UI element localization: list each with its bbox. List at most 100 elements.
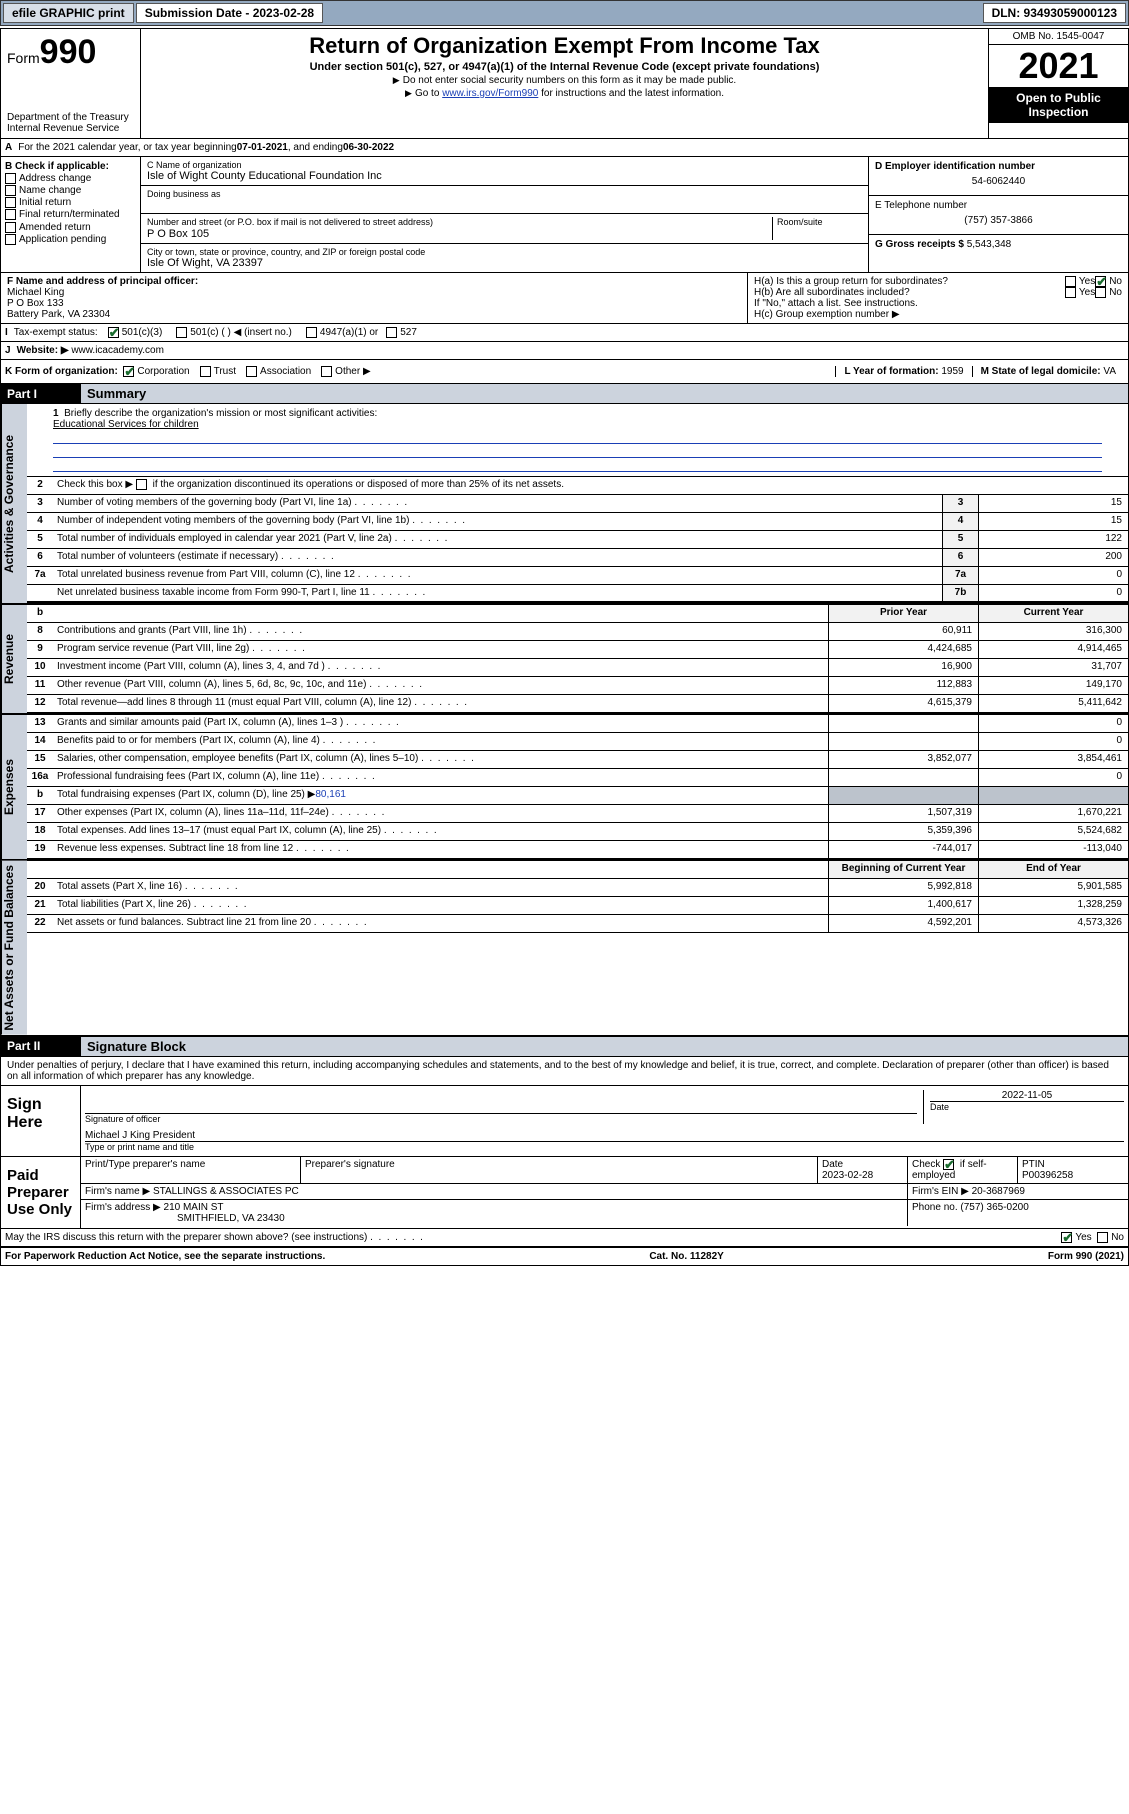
row-num: 16a xyxy=(27,769,53,786)
line2-checkbox[interactable] xyxy=(136,479,147,490)
cb-other[interactable] xyxy=(321,366,332,377)
ha-no-checkbox[interactable] xyxy=(1095,276,1106,287)
row-current: 0 xyxy=(978,715,1128,732)
cb-association[interactable] xyxy=(246,366,257,377)
officer-name: Michael King xyxy=(7,287,741,298)
row-text: Net assets or fund balances. Subtract li… xyxy=(53,915,828,932)
row-current: 5,901,585 xyxy=(978,879,1128,896)
row-value: 15 xyxy=(978,513,1128,530)
row-prior xyxy=(828,769,978,786)
row-text: Grants and similar amounts paid (Part IX… xyxy=(53,715,828,732)
line-a-mid: , and ending xyxy=(288,142,343,153)
line-a-end: 06-30-2022 xyxy=(343,142,394,153)
section-c: C Name of organization Isle of Wight Cou… xyxy=(141,157,868,272)
row-num: 10 xyxy=(27,659,53,676)
expenses-section: Expenses 13 Grants and similar amounts p… xyxy=(1,715,1128,861)
gov-row: 4 Number of independent voting members o… xyxy=(27,513,1128,531)
line-a-pre: For the 2021 calendar year, or tax year … xyxy=(18,142,236,153)
discuss-no-checkbox[interactable] xyxy=(1097,1232,1108,1243)
line16b-current-gray xyxy=(978,787,1128,804)
opt-initial-return: Initial return xyxy=(19,197,71,208)
cb-trust[interactable] xyxy=(200,366,211,377)
ha-yes-checkbox[interactable] xyxy=(1065,276,1076,287)
hb-yes-checkbox[interactable] xyxy=(1065,287,1076,298)
hb-no-checkbox[interactable] xyxy=(1095,287,1106,298)
line2-post: if the organization discontinued its ope… xyxy=(153,479,564,490)
row-box: 7a xyxy=(942,567,978,584)
note-goto-pre: Go to xyxy=(415,88,442,99)
row-text: Total number of individuals employed in … xyxy=(53,531,942,548)
row-current: 0 xyxy=(978,769,1128,786)
row-current: 4,573,326 xyxy=(978,915,1128,932)
line16b-num: b xyxy=(27,787,53,804)
year-formation-value: 1959 xyxy=(941,366,963,377)
row-prior: 60,911 xyxy=(828,623,978,640)
cb-527[interactable] xyxy=(386,327,397,338)
mission-text: Educational Services for children xyxy=(53,419,199,430)
opt-corporation: Corporation xyxy=(137,366,189,377)
sig-officer-label: Signature of officer xyxy=(85,1114,917,1124)
row-text: Other revenue (Part VIII, column (A), li… xyxy=(53,677,828,694)
data-row: 20 Total assets (Part X, line 16) 5,992,… xyxy=(27,879,1128,897)
row-text: Revenue less expenses. Subtract line 18 … xyxy=(53,841,828,858)
line16b-value: 80,161 xyxy=(315,789,346,800)
form-number: 990 xyxy=(40,33,97,71)
prep-self-emp-checkbox[interactable] xyxy=(943,1159,954,1170)
cb-501c[interactable] xyxy=(176,327,187,338)
form-990-container: Form990 Department of the Treasury Inter… xyxy=(0,28,1129,1266)
line-2: 2 Check this box ▶ if the organization d… xyxy=(27,477,1128,495)
cb-501c3[interactable] xyxy=(108,327,119,338)
row-text: Other expenses (Part IX, column (A), lin… xyxy=(53,805,828,822)
row-text: Total assets (Part X, line 16) xyxy=(53,879,828,896)
city-value: Isle Of Wight, VA 23397 xyxy=(147,257,862,269)
row-num: 8 xyxy=(27,623,53,640)
irs-link[interactable]: www.irs.gov/Form990 xyxy=(442,88,538,99)
efile-button[interactable]: efile GRAPHIC print xyxy=(3,3,134,23)
footer-form-pre: Form xyxy=(1048,1251,1076,1262)
row-box: 7b xyxy=(942,585,978,601)
checkbox-amended[interactable] xyxy=(5,222,16,233)
opt-4947: 4947(a)(1) or xyxy=(320,327,378,338)
row-text: Benefits paid to or for members (Part IX… xyxy=(53,733,828,750)
tax-status-label: Tax-exempt status: xyxy=(14,327,98,338)
row-prior xyxy=(828,715,978,732)
data-row: 8 Contributions and grants (Part VIII, l… xyxy=(27,623,1128,641)
firm-name-label: Firm's name ▶ xyxy=(85,1186,150,1197)
officer-printed-label: Type or print name and title xyxy=(85,1142,1124,1152)
row-box: 3 xyxy=(942,495,978,512)
row-num: 20 xyxy=(27,879,53,896)
row-current: -113,040 xyxy=(978,841,1128,858)
sig-date-value: 2022-11-05 xyxy=(930,1090,1124,1101)
cb-corporation[interactable] xyxy=(123,366,134,377)
checkbox-initial-return[interactable] xyxy=(5,197,16,208)
discuss-yes-label: Yes xyxy=(1075,1232,1091,1243)
discuss-row: May the IRS discuss this return with the… xyxy=(1,1229,1128,1248)
row-num: 22 xyxy=(27,915,53,932)
opt-name-change: Name change xyxy=(19,185,81,196)
row-num: 19 xyxy=(27,841,53,858)
room-label: Room/suite xyxy=(777,217,823,227)
irs-label: Internal Revenue Service xyxy=(7,123,134,134)
row-text: Salaries, other compensation, employee b… xyxy=(53,751,828,768)
discuss-yes-checkbox[interactable] xyxy=(1061,1232,1072,1243)
ein-label: D Employer identification number xyxy=(875,161,1122,172)
row-box: 6 xyxy=(942,549,978,566)
row-prior xyxy=(828,733,978,750)
firm-name-value: STALLINGS & ASSOCIATES PC xyxy=(153,1186,299,1197)
row-text: Professional fundraising fees (Part IX, … xyxy=(53,769,828,786)
line16b-text: Total fundraising expenses (Part IX, col… xyxy=(57,789,315,800)
row-current: 5,411,642 xyxy=(978,695,1128,712)
checkbox-app-pending[interactable] xyxy=(5,234,16,245)
checkbox-final-return[interactable] xyxy=(5,209,16,220)
mission-block: 1 Briefly describe the organization's mi… xyxy=(27,404,1128,477)
top-bar: efile GRAPHIC print Submission Date - 20… xyxy=(0,0,1129,26)
checkbox-name-change[interactable] xyxy=(5,185,16,196)
footer-catno: Cat. No. 11282Y xyxy=(649,1251,723,1262)
hb-label: H(b) Are all subordinates included? xyxy=(754,287,1065,298)
row-num: 14 xyxy=(27,733,53,750)
row-text: Number of voting members of the governin… xyxy=(53,495,942,512)
cb-4947[interactable] xyxy=(306,327,317,338)
checkbox-address-change[interactable] xyxy=(5,173,16,184)
form-org-label: K Form of organization: xyxy=(5,366,118,377)
part2-label: Part II xyxy=(1,1037,81,1056)
